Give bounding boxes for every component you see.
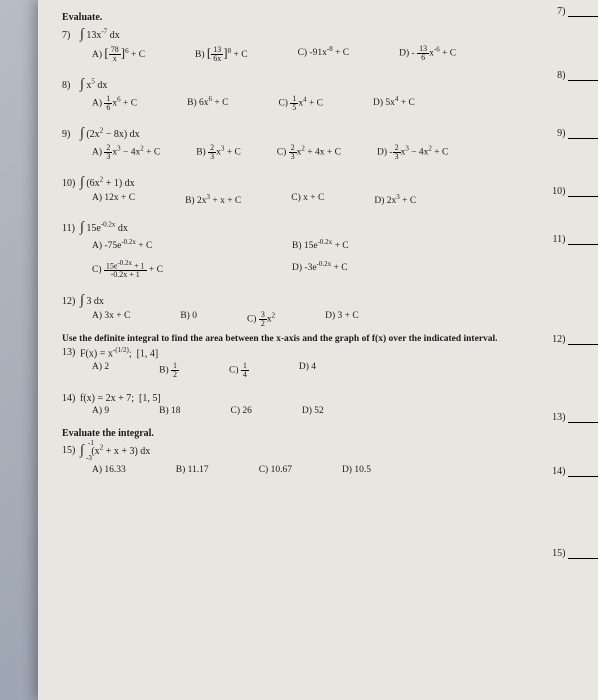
q13-number: 13) [62, 347, 80, 358]
q14-optD: D) 52 [302, 406, 324, 416]
q10-optB: B) 2x3 + x + C [185, 193, 241, 206]
q15-optC: C) 10.67 [259, 465, 292, 475]
section-evaluate-integral: Evaluate the integral. [62, 428, 578, 439]
q7-number: 7) [62, 30, 80, 41]
q10-optA: A) 12x + C [92, 193, 135, 206]
q13-optA: A) 2 [92, 362, 109, 379]
question-14: 14) f(x) = 2x + 7; [1, 5] A) 9 B) 18 C) … [62, 393, 578, 416]
question-15: 15) ∫-1-3 (x2 + x + 3) dx A) 16.33 B) 11… [62, 443, 578, 475]
q8-number: 8) [62, 80, 80, 91]
q12-blank-label: 12) [552, 334, 565, 345]
instruction-2: Use the definite integral to find the ar… [62, 334, 578, 344]
q14-optA: A) 9 [92, 406, 109, 416]
q15-number: 15) [62, 445, 80, 456]
q10-optD: D) 2x3 + C [374, 193, 416, 206]
q10-expr: ∫ (6x2 + 1) dx [80, 175, 135, 191]
q14-optC: C) 26 [231, 406, 252, 416]
q15-blank-label: 15) [552, 548, 565, 559]
q12-optA: A) 3x + C [92, 311, 130, 328]
q7-optB: B) [136x]8 + C [195, 45, 248, 63]
q7-expr: ∫ 13x-7 dx [80, 27, 120, 43]
q11-optC: C) 15e-0.2x + 1-0.2x + 1 + C [92, 260, 292, 280]
q8-expr: ∫ x5 dx [80, 77, 107, 93]
q12-answer-blank: 12) [552, 334, 598, 345]
q11-optA: A) -75e-0.2x + C [92, 238, 292, 251]
q14-expr: f(x) = 2x + 7; [1, 5] [80, 393, 161, 404]
q7-answer-blank: 7) [557, 6, 598, 17]
question-8: 8) ∫ x5 dx A) 16x6 + C B) 6x6 + C C) 15x… [62, 77, 578, 112]
q15-optB: B) 11.17 [176, 465, 209, 475]
q8-optC: C) 15x4 + C [278, 95, 323, 112]
q13-optD: D) 4 [299, 362, 316, 379]
q13-optB: B) 12 [159, 362, 179, 379]
q10-optC: C) x + C [291, 193, 324, 206]
q11-number: 11) [62, 223, 80, 234]
question-12: 12) ∫ 3 dx A) 3x + C B) 0 C) 32x2 D) 3 +… [62, 293, 578, 328]
q9-optA: A) 23x3 − 4x2 + C [92, 144, 160, 161]
question-7: 7) ∫ 13x-7 dx A) [78x]6 + C B) [136x]8 +… [62, 27, 578, 63]
q14-optB: B) 18 [159, 406, 180, 416]
question-9: 9) ∫ (2x2 − 8x) dx A) 23x3 − 4x2 + C B) … [62, 126, 578, 161]
question-13: 13) F(x) = x-(1/2); [1, 4] A) 2 B) 12 C)… [62, 346, 578, 378]
q7-optD: D) - 136x-6 + C [399, 45, 456, 63]
q9-optD: D) -23x3 − 4x2 + C [377, 144, 448, 161]
q7-blank-label: 7) [557, 6, 565, 17]
q15-answer-blank: 15) [552, 548, 598, 559]
q8-optA: A) 16x6 + C [92, 95, 137, 112]
q7-optA: A) [78x]6 + C [92, 45, 145, 63]
q14-number: 14) [62, 393, 80, 404]
q12-optC: C) 32x2 [247, 311, 275, 328]
q13-expr: F(x) = x-(1/2); [1, 4] [80, 346, 158, 359]
q8-optB: B) 6x6 + C [187, 95, 228, 112]
q12-expr: ∫ 3 dx [80, 293, 104, 309]
question-11: 11) ∫ 15e-0.2x dx A) -75e-0.2x + C B) 15… [62, 220, 578, 279]
worksheet-page: 7) Evaluate. 7) ∫ 13x-7 dx A) [78x]6 + C… [38, 0, 598, 700]
q7-optC: C) -91x-8 + C [298, 45, 350, 63]
q12-number: 12) [62, 296, 80, 307]
section-evaluate: Evaluate. [62, 12, 578, 23]
question-10: 10) ∫ (6x2 + 1) dx A) 12x + C B) 2x3 + x… [62, 175, 578, 206]
q10-number: 10) [62, 178, 80, 189]
q11-optB: B) 15e-0.2x + C [292, 238, 492, 251]
q12-optD: D) 3 + C [325, 311, 359, 328]
q9-expr: ∫ (2x2 − 8x) dx [80, 126, 140, 142]
q13-optC: C) 14 [229, 362, 249, 379]
q9-optB: B) 23x3 + C [196, 144, 241, 161]
q9-optC: C) 23x2 + 4x + C [277, 144, 341, 161]
q15-optA: A) 16.33 [92, 465, 126, 475]
q15-expr: ∫-1-3 (x2 + x + 3) dx [80, 443, 150, 459]
q9-number: 9) [62, 129, 80, 140]
q11-expr: ∫ 15e-0.2x dx [80, 220, 128, 236]
q12-optB: B) 0 [180, 311, 197, 328]
q8-optD: D) 5x4 + C [373, 95, 415, 112]
q11-optD: D) -3e-0.2x + C [292, 260, 492, 280]
q15-optD: D) 10.5 [342, 465, 371, 475]
